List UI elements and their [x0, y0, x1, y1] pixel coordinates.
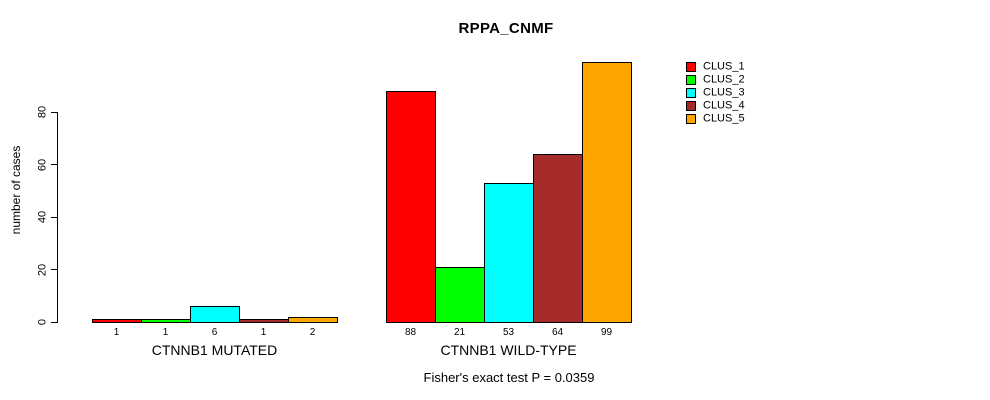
bar-clus_3-0 — [190, 306, 240, 323]
bar-value-label: 64 — [551, 327, 564, 338]
bar-clus_2-1 — [435, 266, 485, 323]
bar-clus_5-1 — [582, 62, 632, 323]
bar-clus_5-0 — [288, 316, 338, 323]
y-tick — [51, 321, 58, 323]
bar-value-label: 99 — [600, 327, 613, 338]
legend-swatch-clus_1 — [686, 62, 696, 72]
legend-label: CLUS_2 — [703, 73, 745, 86]
chart-title: RPPA_CNMF — [458, 20, 554, 37]
bar-value-label: 21 — [453, 327, 466, 338]
legend-label: CLUS_5 — [703, 112, 745, 125]
legend-swatch-clus_4 — [686, 101, 696, 111]
legend-label: CLUS_3 — [703, 86, 745, 99]
bar-value-label: 2 — [309, 327, 316, 338]
legend-label: CLUS_1 — [703, 60, 745, 73]
group-label-0: CTNNB1 MUTATED — [151, 342, 278, 358]
y-axis-line — [57, 112, 58, 323]
bar-clus_3-1 — [484, 182, 534, 323]
bar-value-label: 1 — [162, 327, 169, 338]
group-label-1: CTNNB1 WILD-TYPE — [440, 342, 577, 358]
legend-swatch-clus_2 — [686, 75, 696, 85]
legend-swatch-clus_5 — [686, 114, 696, 124]
fisher-test-annotation: Fisher's exact test P = 0.0359 — [423, 370, 595, 385]
bar-clus_1-1 — [386, 91, 436, 323]
y-tick — [51, 216, 58, 218]
y-tick — [51, 164, 58, 165]
legend-swatch-clus_3 — [686, 88, 696, 98]
bar-value-label: 1 — [113, 327, 120, 338]
y-tick — [51, 111, 58, 113]
legend-label: CLUS_4 — [703, 99, 745, 112]
bar-value-label: 53 — [502, 327, 515, 338]
bar-value-label: 1 — [260, 327, 267, 338]
bar-value-label: 88 — [404, 327, 417, 338]
y-tick — [51, 269, 58, 270]
bar-value-label: 6 — [211, 327, 218, 338]
